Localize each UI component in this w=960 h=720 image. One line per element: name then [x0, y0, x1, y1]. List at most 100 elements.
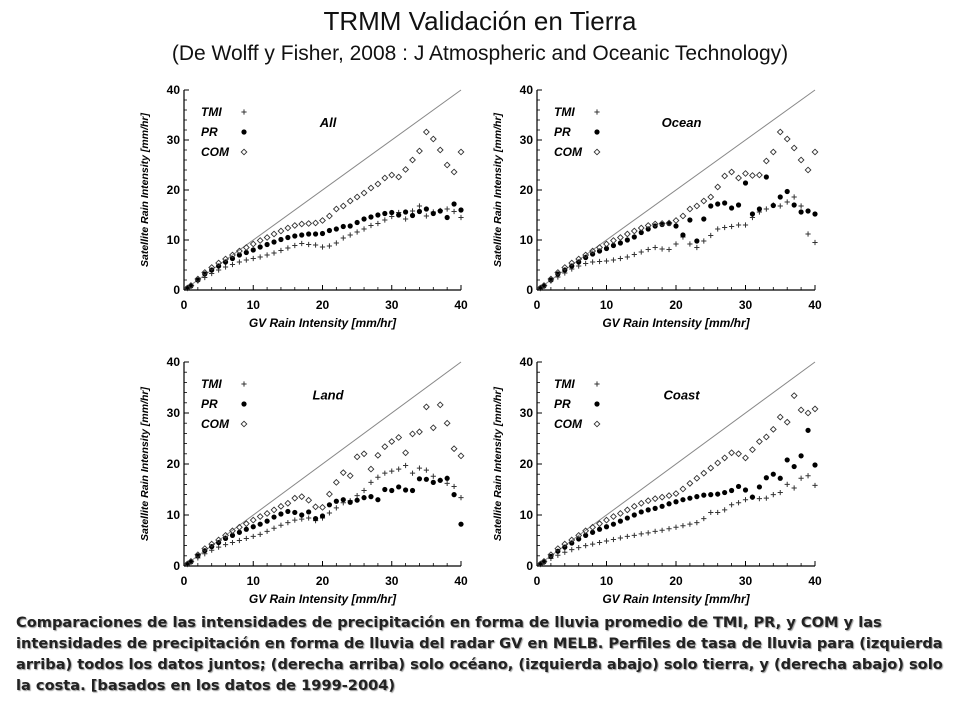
x-tick-label: 30: [739, 574, 753, 588]
data-point-com: [450, 168, 458, 176]
data-point-tmi: [715, 509, 721, 516]
data-point-tmi: [596, 258, 603, 265]
legend-label-pr: PR: [201, 125, 218, 139]
x-tick-label: 10: [247, 574, 261, 588]
data-point-pr: [202, 271, 208, 277]
data-point-com: [443, 161, 451, 169]
data-point-com: [811, 148, 819, 156]
data-point-pr: [292, 233, 298, 239]
chart-panels: 0 10 20 30 40 0 10 20 30 40 GV Rain Intensity [mm/…: [139, 83, 822, 606]
data-point-pr: [396, 484, 402, 490]
data-point-tmi: [624, 254, 630, 260]
data-point-com: [658, 493, 666, 501]
data-point-pr: [610, 242, 617, 249]
data-point-tmi: [777, 203, 783, 209]
data-point-com: [783, 418, 791, 426]
data-point-tmi: [680, 523, 686, 529]
data-point-tmi: [423, 213, 429, 219]
data-point-com: [229, 527, 236, 535]
data-point-com: [672, 490, 680, 498]
legend-marker-pr: [241, 401, 247, 407]
figure-caption: Comparaciones de las intensidades de pre…: [16, 614, 943, 694]
x-tick-label: 30: [385, 298, 399, 312]
data-point-pr: [735, 483, 742, 490]
data-point-com: [742, 454, 749, 462]
data-point-tmi: [243, 257, 249, 263]
data-point-tmi: [645, 246, 651, 253]
x-tick-label: 20: [669, 574, 683, 588]
data-point-com: [319, 217, 326, 224]
data-point-pr: [278, 511, 284, 517]
y-tick-label: 20: [520, 183, 534, 197]
data-point-pr: [409, 487, 416, 494]
data-point-com: [728, 449, 736, 457]
data-point-pr: [416, 476, 423, 482]
data-point-com: [395, 434, 403, 441]
x-axis-label: GV Rain Intensity [mm/hr]: [249, 316, 397, 330]
data-point-com: [721, 454, 729, 462]
data-point-com: [790, 144, 798, 152]
data-point-pr: [694, 238, 700, 244]
data-point-tmi: [784, 199, 790, 205]
data-point-tmi: [292, 517, 298, 523]
data-point-tmi: [659, 527, 665, 533]
data-point-tmi: [340, 235, 346, 241]
data-point-pr: [576, 536, 582, 542]
data-point-pr: [729, 487, 735, 494]
legend-label-tmi: TMI: [554, 377, 575, 391]
data-point-tmi: [701, 515, 707, 522]
data-point-pr: [361, 216, 367, 222]
data-point-pr: [631, 512, 637, 518]
data-point-com: [596, 520, 603, 528]
data-point-com: [409, 156, 416, 164]
x-axis-label: GV Rain Intensity [mm/hr]: [602, 316, 750, 330]
legend-marker-com: [240, 148, 248, 156]
data-point-pr: [347, 499, 353, 505]
data-point-com: [312, 219, 320, 227]
x-tick-label: 40: [454, 298, 468, 312]
data-point-tmi: [451, 483, 457, 490]
x-tick-label: 20: [669, 298, 683, 312]
data-point-pr: [312, 231, 319, 237]
data-point-pr: [333, 498, 339, 504]
data-point-com: [208, 540, 216, 548]
panel-title: Land: [313, 388, 345, 403]
data-point-pr: [299, 512, 305, 518]
y-tick-label: 30: [520, 133, 534, 147]
data-point-tmi: [306, 241, 312, 248]
data-point-tmi: [617, 255, 623, 262]
data-point-com: [589, 523, 597, 531]
data-point-com: [686, 479, 694, 487]
data-point-pr: [548, 553, 554, 559]
data-point-pr: [631, 234, 637, 240]
data-point-tmi: [798, 203, 804, 209]
data-point-com: [242, 244, 250, 251]
reference-line: [536, 361, 816, 567]
data-point-com: [416, 428, 423, 436]
data-point-tmi: [638, 531, 644, 537]
data-point-pr: [666, 501, 672, 507]
data-point-pr: [722, 200, 728, 206]
data-point-pr: [354, 497, 360, 503]
data-point-pr: [403, 209, 409, 215]
reference-line: [183, 89, 462, 291]
data-point-tmi: [742, 497, 749, 503]
data-point-pr: [430, 479, 436, 485]
data-point-com: [422, 128, 430, 136]
data-point-com: [693, 474, 701, 482]
data-point-pr: [645, 226, 651, 232]
data-point-tmi: [722, 507, 728, 513]
data-point-com: [762, 157, 770, 165]
data-point-com: [367, 465, 375, 473]
data-point-com: [603, 240, 610, 248]
data-point-tmi: [375, 220, 381, 227]
data-point-tmi: [694, 244, 700, 251]
data-point-pr: [375, 497, 381, 503]
data-point-com: [672, 217, 680, 224]
legend-label-com: COM: [554, 417, 583, 431]
data-point-pr: [763, 475, 769, 481]
data-point-tmi: [361, 487, 367, 494]
data-point-pr: [715, 491, 721, 497]
data-point-tmi: [333, 505, 339, 511]
data-point-com: [381, 174, 389, 182]
